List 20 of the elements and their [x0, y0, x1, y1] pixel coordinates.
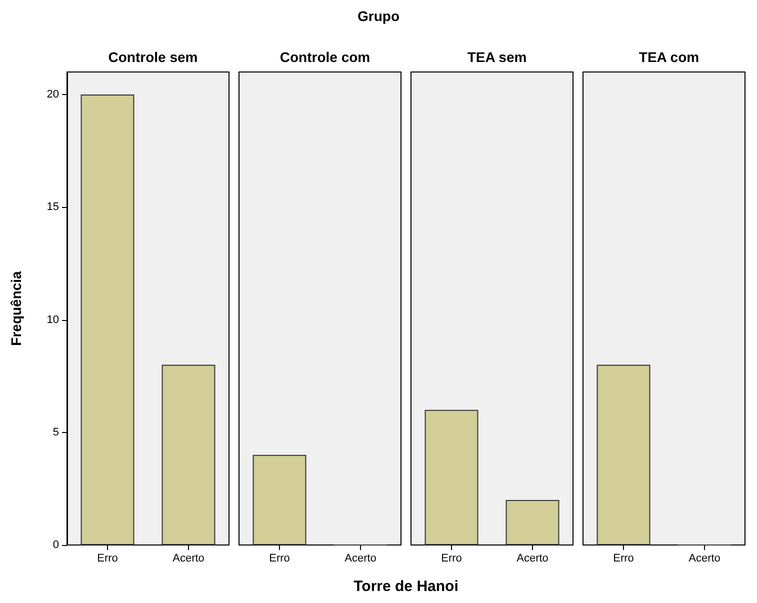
text: Torre de Hanoi — [352, 578, 460, 595]
chart-title: Controle com — [280, 49, 370, 65]
x-tick-label: Erro — [269, 552, 290, 564]
x-tick-label: Acerto — [344, 552, 376, 564]
chart-title: TEA sem — [467, 49, 527, 65]
y-tick-label: 5 — [52, 426, 59, 438]
chart-title: Controle sem — [108, 49, 198, 65]
y-tick-label: 15 — [46, 201, 59, 214]
x-tick-label: Acerto — [688, 552, 720, 564]
x-tick-label: Erro — [613, 552, 634, 564]
y-axis-title: Frequência — [8, 270, 24, 346]
text: Grupo — [356, 8, 400, 24]
y-tick-label: 20 — [46, 88, 59, 101]
chart-title: TEA com — [638, 49, 700, 65]
y-tick-label: 10 — [46, 314, 59, 326]
x-tick-label: Erro — [441, 552, 462, 564]
x-tick-label: Erro — [97, 552, 118, 564]
x-tick-label: Acerto — [172, 552, 204, 564]
x-tick-label: Acerto — [516, 552, 548, 564]
y-tick-label: 0 — [52, 539, 59, 551]
